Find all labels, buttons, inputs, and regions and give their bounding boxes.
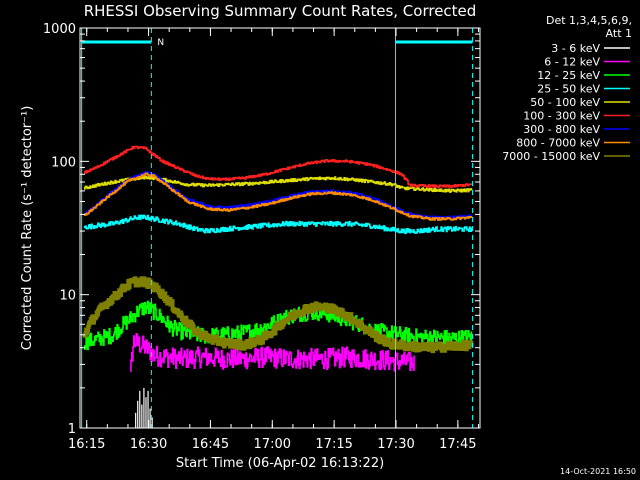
series-300-800-kev-line xyxy=(83,171,473,220)
series-3-6-kev xyxy=(135,387,153,428)
y-tick-label: 100 xyxy=(51,155,76,170)
series-100-300-kev-line xyxy=(83,145,473,189)
chart-title: RHESSI Observing Summary Count Rates, Co… xyxy=(84,2,477,20)
x-axis-ticks: 16:15 16:30 16:45 17:00 17:15 17:30 17:45 xyxy=(68,28,479,452)
legend-entry-label: 25 - 50 keV xyxy=(537,83,600,96)
x-tick-label: 16:15 xyxy=(68,437,105,452)
y-tick-label: 10 xyxy=(59,289,76,304)
series-100-300-kev xyxy=(83,145,473,189)
x-tick-label: 17:00 xyxy=(254,437,291,452)
series-300-800-kev xyxy=(83,171,473,220)
y-tick-label: 1000 xyxy=(43,22,76,37)
legend-entry-label: 300 - 800 keV xyxy=(523,123,600,136)
legend-entry-label: 12 - 25 keV xyxy=(537,69,600,82)
x-tick-label: 16:45 xyxy=(192,437,229,452)
legend-entry-label: 7000 - 15000 keV xyxy=(502,150,600,163)
x-tick-label: 16:30 xyxy=(130,437,167,452)
series-layer xyxy=(82,145,474,428)
night-flag-layer: N xyxy=(81,28,474,428)
legend-entry-label: 6 - 12 keV xyxy=(544,56,600,69)
series-50-100-kev xyxy=(83,175,473,193)
y-axis-label: Corrected Count Rate (s⁻¹ detector⁻¹) xyxy=(20,106,35,351)
x-axis-label: Start Time (06-Apr-02 16:13:22) xyxy=(176,456,384,471)
series-7000-15000-kev-line xyxy=(82,276,474,354)
legend-header-line-1: Det 1,3,4,5,6,9, xyxy=(546,14,632,27)
series-800-7000-kev-line xyxy=(83,172,473,221)
series-25-50-kev-line xyxy=(83,214,473,235)
y-tick-label: 1 xyxy=(68,422,76,437)
series-12-25-kev-line xyxy=(83,300,473,351)
legend-entry-label: 3 - 6 keV xyxy=(551,42,600,55)
legend-entry-label: 100 - 300 keV xyxy=(523,110,600,123)
series-12-25-kev xyxy=(83,300,473,351)
x-tick-label: 17:30 xyxy=(377,437,414,452)
night-interval-2 xyxy=(394,28,474,428)
x-tick-label: 17:45 xyxy=(439,437,476,452)
timestamp: 14-Oct-2021 16:50 xyxy=(560,467,636,476)
legend-entry-label: 50 - 100 keV xyxy=(530,96,600,109)
y-axis-ticks: 1 10 100 1000 xyxy=(43,22,480,437)
series-800-7000-kev xyxy=(83,172,473,221)
legend-header-line-2: Att 1 xyxy=(606,27,632,40)
series-6-12-kev-line xyxy=(130,333,415,373)
legend-entry-label: 800 - 7000 keV xyxy=(516,137,600,150)
night-interval-1: N xyxy=(81,28,164,428)
series-7000-15000-kev xyxy=(82,276,474,354)
plot-frame xyxy=(79,27,481,429)
x-tick-label: 17:15 xyxy=(315,437,352,452)
series-6-12-kev xyxy=(130,333,415,373)
series-50-100-kev-line xyxy=(83,175,473,193)
series-25-50-kev xyxy=(83,214,473,235)
night-flag-label: N xyxy=(157,38,164,48)
